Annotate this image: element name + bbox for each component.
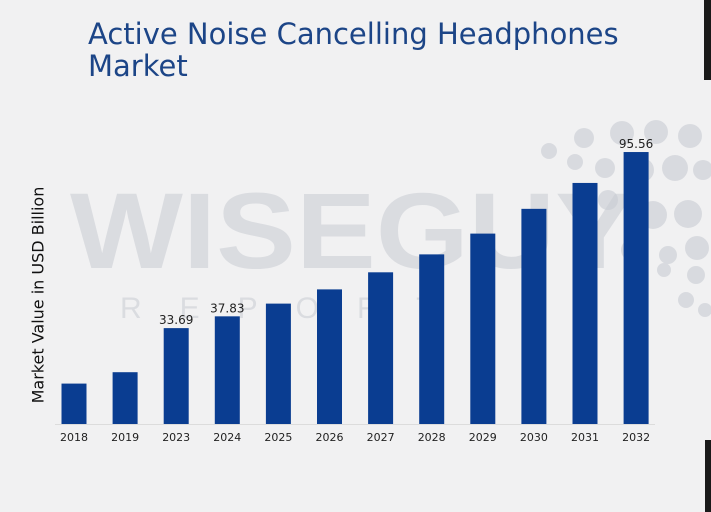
window-edge-bottom [705, 440, 711, 512]
bar-2027 [368, 272, 394, 424]
bar-2024 [214, 316, 240, 424]
x-tick-label-2018: 2018 [60, 431, 88, 444]
bar-2019 [112, 372, 138, 424]
data-label-2023: 33.69 [159, 313, 193, 327]
x-tick-label-2019: 2019 [111, 431, 139, 444]
x-tick-label-2029: 2029 [469, 431, 497, 444]
x-tick-label-2027: 2027 [367, 431, 395, 444]
x-tick-label-2032: 2032 [622, 431, 650, 444]
data-label-2024: 37.83 [210, 301, 244, 315]
x-tick-label-2024: 2024 [213, 431, 241, 444]
chart-title: Active Noise Cancelling Headphones Marke… [88, 17, 619, 83]
bar-2023 [163, 328, 189, 424]
bar-2031 [572, 182, 598, 424]
bar-2026 [317, 289, 342, 424]
bar-2025 [265, 303, 291, 424]
x-tick-label-2023: 2023 [162, 431, 190, 444]
x-tick-label-2031: 2031 [571, 431, 599, 444]
x-tick-label-2026: 2026 [316, 431, 344, 444]
x-tick-label-2028: 2028 [418, 431, 446, 444]
window-edge-top [704, 0, 711, 80]
data-label-2032: 95.56 [619, 137, 653, 151]
bar-2032 [623, 152, 649, 424]
bar-2018 [61, 383, 87, 424]
bar-2030 [521, 208, 547, 424]
bar-2029 [470, 233, 496, 424]
x-tick-label-2030: 2030 [520, 431, 548, 444]
x-tick-label-2025: 2025 [264, 431, 292, 444]
bar-2028 [419, 254, 445, 424]
